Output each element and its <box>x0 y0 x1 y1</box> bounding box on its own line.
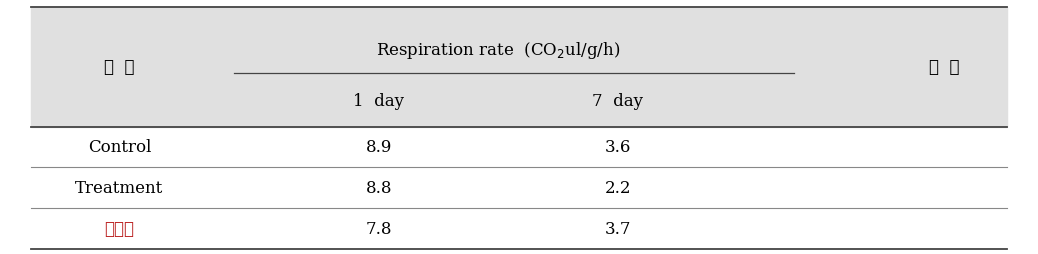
Text: 대조구: 대조구 <box>105 220 134 237</box>
Text: 1  day: 1 day <box>353 93 405 110</box>
Text: 3.6: 3.6 <box>604 139 631 156</box>
Text: 7  day: 7 day <box>592 93 644 110</box>
Text: 8.9: 8.9 <box>365 139 392 156</box>
Text: 2.2: 2.2 <box>604 180 631 196</box>
Text: Control: Control <box>87 139 152 156</box>
Text: 8.8: 8.8 <box>365 180 392 196</box>
Text: 구  분: 구 분 <box>104 59 135 76</box>
Bar <box>31 8 1007 127</box>
Text: 7.8: 7.8 <box>365 220 392 237</box>
Text: 비  고: 비 고 <box>929 59 960 76</box>
Text: Respiration rate  (CO$_2$ul/g/h): Respiration rate (CO$_2$ul/g/h) <box>376 40 621 61</box>
Text: Treatment: Treatment <box>75 180 164 196</box>
Text: 3.7: 3.7 <box>604 220 631 237</box>
